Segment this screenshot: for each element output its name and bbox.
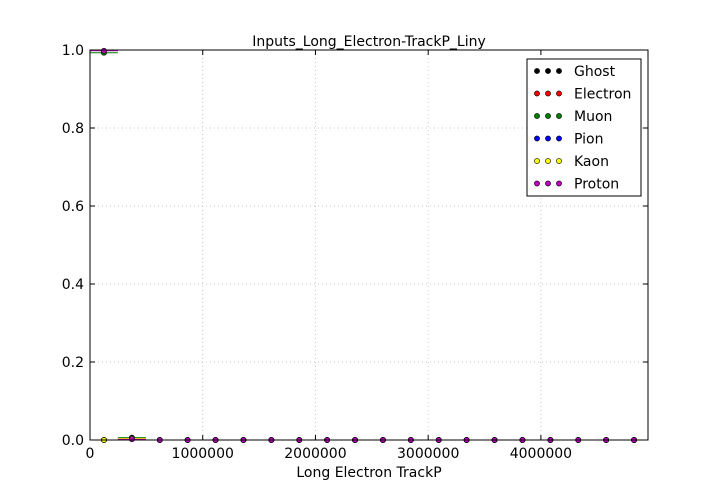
plot-frame (89, 49, 649, 441)
y-tick-label: 0.6 (62, 199, 84, 215)
legend-marker (534, 68, 540, 74)
chart-title: Inputs_Long_Electron-TrackP_Liny (252, 34, 486, 50)
legend-marker (534, 180, 540, 187)
legend-marker (556, 180, 562, 187)
legend-label: Muon (574, 109, 612, 125)
x-axis-label: Long Electron TrackP (296, 465, 441, 481)
y-tick-label: 0.2 (62, 355, 84, 371)
y-tick-label: 0.0 (62, 433, 84, 449)
x-tick-label: 2000000 (284, 446, 346, 462)
legend-marker (556, 158, 562, 164)
legend-marker (534, 90, 540, 97)
data-point (101, 47, 107, 54)
legend-marker (534, 113, 540, 119)
legend-marker (545, 180, 551, 187)
data-point (128, 436, 135, 443)
y-tick-label: 1.0 (62, 43, 84, 59)
legend-marker (556, 113, 562, 119)
legend-label: Kaon (574, 154, 609, 170)
legend-marker (545, 90, 551, 97)
legend-marker (545, 113, 551, 119)
legend-label: Pion (574, 132, 603, 148)
legend-label: Ghost (574, 64, 616, 80)
legend: Ghost Electron Muon Pion Kaon Proton (526, 58, 642, 197)
y-tick-label: 0.8 (62, 121, 84, 137)
legend-label: Proton (574, 177, 619, 193)
x-tick-label: 0 (86, 446, 95, 462)
legend-marker (534, 158, 540, 164)
legend-marker (545, 135, 551, 142)
legend-frame (526, 58, 642, 197)
legend-marker (545, 158, 551, 164)
legend-label: Electron (574, 87, 631, 103)
legend-marker (534, 135, 540, 142)
x-tick-label: 4000000 (510, 446, 572, 462)
y-tick-label: 0.4 (62, 277, 84, 293)
legend-marker (545, 68, 551, 74)
legend-marker (556, 135, 562, 142)
legend-marker (556, 90, 562, 97)
x-tick-label: 1000000 (172, 446, 234, 462)
x-tick-label: 3000000 (397, 446, 459, 462)
ticks: 0 1000000 2000000 3000000 4000000 0.0 0.2 0.4 0.… (62, 43, 648, 462)
legend-marker (556, 68, 562, 74)
